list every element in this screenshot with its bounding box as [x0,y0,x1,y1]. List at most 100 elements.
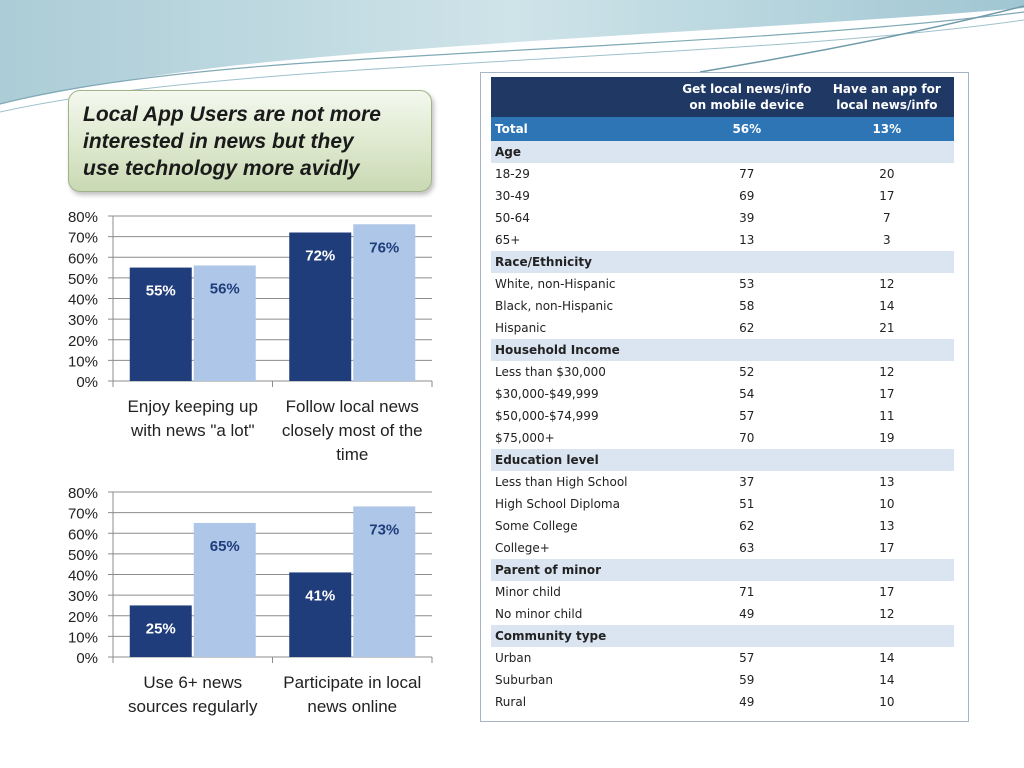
bar [193,265,256,381]
mobile-news-value: 13 [739,233,755,247]
data-label: 25% [146,620,176,637]
y-tick-label: 80% [68,209,98,226]
local-app-value: 7 [883,211,891,225]
table-row: Hispanic 62 21 [491,317,954,339]
header-mobile-news: Get local news/info on mobile device [673,77,820,117]
y-tick-label: 0% [76,374,98,391]
headline-line: Local App Users are not more [83,103,381,126]
local-app-value: 17 [879,189,895,203]
row-label: Community type [491,625,674,647]
mobile-news-value: 63 [739,541,755,555]
local-app-value [819,251,954,273]
row-label: Less than $30,000 [495,365,606,379]
local-app-value: 17 [879,585,895,599]
y-tick-label: 60% [68,250,98,267]
local-app-value [819,141,954,163]
table-row: 50-64 39 7 [491,207,954,229]
y-tick-label: 70% [68,230,98,247]
table-section-row: Community type [491,625,954,647]
local-app-value [819,339,954,361]
headline-text: Local App Users are not more interested … [83,101,417,182]
header-local-app: Have an app for local news/info [819,77,954,117]
local-app-value: 14 [879,651,895,665]
y-tick-label: 50% [68,547,98,564]
mobile-news-value: 58 [739,299,755,313]
local-app-value [819,625,954,647]
bar-chart-technology-use: 80% 70% 60% 50% 40% 30% 20% 10% 0% 25% 65% Use 6+ n… [68,485,433,716]
mobile-news-value [673,449,820,471]
row-label: Some College [495,519,578,533]
mobile-news-value: 57 [739,409,755,423]
row-label: High School Diploma [495,497,620,511]
category-label: Enjoy keeping up [128,397,258,416]
table-row: $50,000-$74,999 57 11 [491,405,954,427]
table-total-row: Total 56% 13% [491,117,954,141]
data-label: 65% [210,538,240,555]
row-label: Education level [491,449,674,471]
local-app-value: 21 [879,321,895,335]
data-label: 41% [305,587,335,604]
data-label: 76% [369,239,399,256]
mobile-news-value: 69 [739,189,755,203]
y-tick-label: 20% [68,609,98,626]
local-app-value: 10 [879,497,895,511]
row-label: $50,000-$74,999 [495,409,599,423]
mobile-news-value [673,251,820,273]
table-row: Black, non-Hispanic 58 14 [491,295,954,317]
mobile-news-value: 49 [739,607,755,621]
row-label: Age [491,141,674,163]
row-label: Urban [495,651,532,665]
category-label: news online [307,697,397,716]
mobile-news-value: 49 [739,695,755,709]
row-label: No minor child [495,607,583,621]
row-label: College+ [495,541,550,555]
table-row: $30,000-$49,999 54 17 [491,383,954,405]
table-row: 18-29 77 20 [491,163,954,185]
local-app-value: 10 [879,695,895,709]
table-row: White, non-Hispanic 53 12 [491,273,954,295]
row-label: White, non-Hispanic [495,277,616,291]
row-label: Total [491,117,674,141]
table-row: Rural 49 10 [491,691,954,713]
local-app-value: 17 [879,387,895,401]
data-label: 55% [146,283,176,300]
demographics-table: Get local news/info on mobile device Hav… [491,77,954,713]
table-row: Minor child 71 17 [491,581,954,603]
bar [193,522,256,657]
row-label: $30,000-$49,999 [495,387,599,401]
bar [129,267,192,381]
header-blank [491,77,674,117]
local-app-value: 12 [879,365,895,379]
table-row: 30-49 69 17 [491,185,954,207]
category-label: Participate in local [283,673,421,692]
category-label: closely most of the [282,421,423,440]
local-app-value: 14 [879,299,895,313]
table-row: Suburban 59 14 [491,669,954,691]
y-tick-label: 0% [76,650,98,667]
table-row: Less than $30,000 52 12 [491,361,954,383]
category-label: sources regularly [128,697,258,716]
row-label: Parent of minor [491,559,674,581]
y-tick-label: 30% [68,312,98,329]
row-label: Household Income [491,339,674,361]
table-section-row: Parent of minor [491,559,954,581]
mobile-news-value: 54 [739,387,755,401]
mobile-news-value: 62 [739,519,755,533]
row-label: $75,000+ [495,431,555,445]
mobile-news-value: 56% [673,117,820,141]
headline-callout: Local App Users are not more interested … [68,90,432,192]
table-row: Less than High School 37 13 [491,471,954,493]
mobile-news-value: 51 [739,497,755,511]
data-label: 72% [305,248,335,265]
y-tick-label: 80% [68,485,98,502]
bar [353,224,416,381]
local-app-value: 17 [879,541,895,555]
table-section-row: Education level [491,449,954,471]
bar [289,232,352,381]
bar [129,605,192,657]
local-app-value [819,559,954,581]
mobile-news-value: 59 [739,673,755,687]
data-label: 56% [210,281,240,298]
y-tick-label: 30% [68,588,98,605]
y-tick-label: 40% [68,568,98,585]
